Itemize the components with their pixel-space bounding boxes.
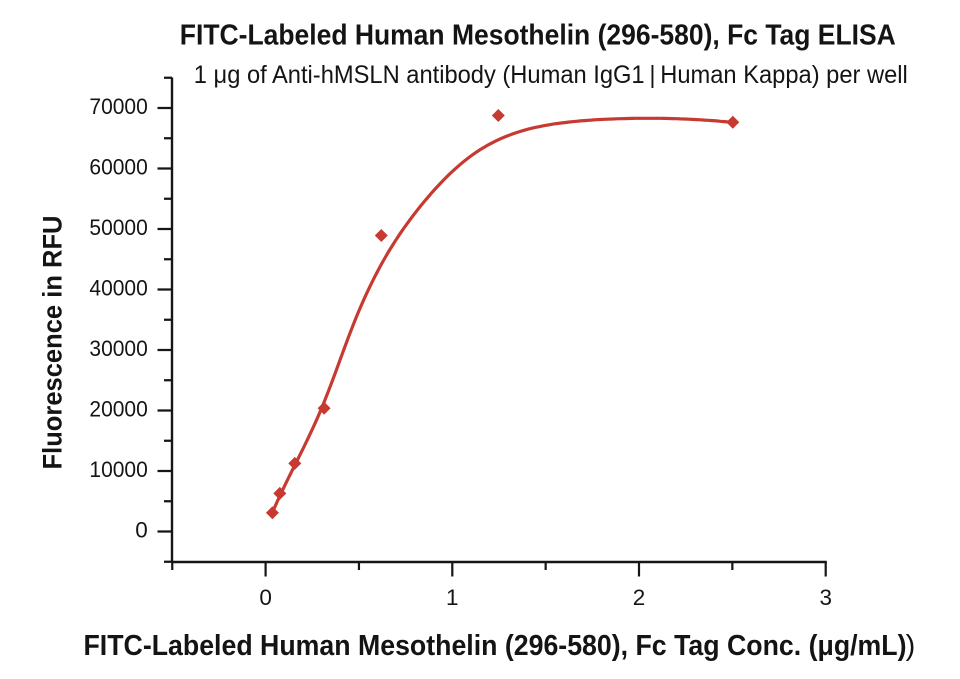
svg-text:FITC-Labeled Human Mesothelin: FITC-Labeled Human Mesothelin (296-580),… [180,20,896,52]
svg-text:0: 0 [135,518,148,543]
svg-text:2: 2 [633,585,646,610]
svg-text:50000: 50000 [89,215,147,240]
svg-text:Fluorescence in RFU: Fluorescence in RFU [38,216,68,470]
svg-text:30000: 30000 [89,336,147,361]
svg-text:): ) [906,630,916,662]
svg-text:70000: 70000 [89,94,147,119]
svg-text:40000: 40000 [89,276,147,301]
svg-text:1: 1 [446,585,459,610]
svg-text:60000: 60000 [89,155,147,180]
svg-text:10000: 10000 [89,457,147,482]
svg-text:0: 0 [259,585,272,610]
svg-text:1 μg of Anti-hMSLN antibody (H: 1 μg of Anti-hMSLN antibody (Human IgG1 … [194,61,908,89]
svg-text:20000: 20000 [89,397,147,422]
svg-text:3: 3 [819,585,832,610]
svg-text:FITC-Labeled Human Mesothelin: FITC-Labeled Human Mesothelin (296-580),… [84,630,907,662]
